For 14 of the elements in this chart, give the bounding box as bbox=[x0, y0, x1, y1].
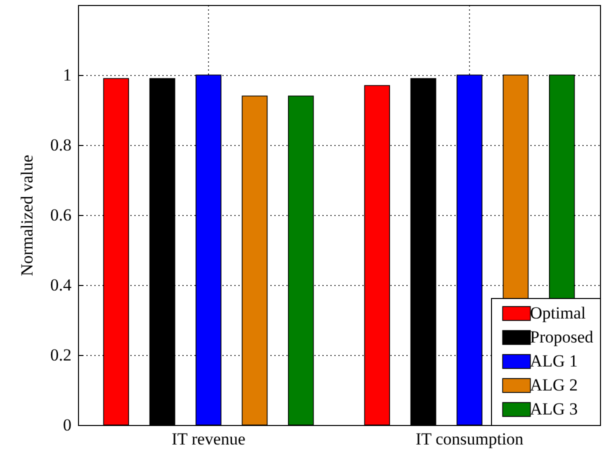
legend-label: ALG 2 bbox=[530, 376, 578, 394]
y-tick-label: 0.2 bbox=[50, 346, 72, 364]
x-tick-label: IT revenue bbox=[172, 430, 246, 448]
y-tick-label: 0.4 bbox=[50, 276, 72, 294]
legend-label: ALG 3 bbox=[530, 400, 578, 418]
y-tick-label: 1 bbox=[63, 66, 72, 84]
legend-label: Optimal bbox=[530, 304, 586, 322]
y-tick-label: 0.6 bbox=[50, 206, 72, 224]
y-axis-title: Normalized value bbox=[17, 154, 36, 276]
y-tick-label: 0 bbox=[63, 416, 72, 434]
legend-label: Proposed bbox=[530, 328, 594, 346]
y-tick-label: 0.8 bbox=[50, 136, 72, 154]
legend-label: ALG 1 bbox=[530, 352, 578, 370]
x-tick-label: IT consumption bbox=[416, 430, 524, 448]
